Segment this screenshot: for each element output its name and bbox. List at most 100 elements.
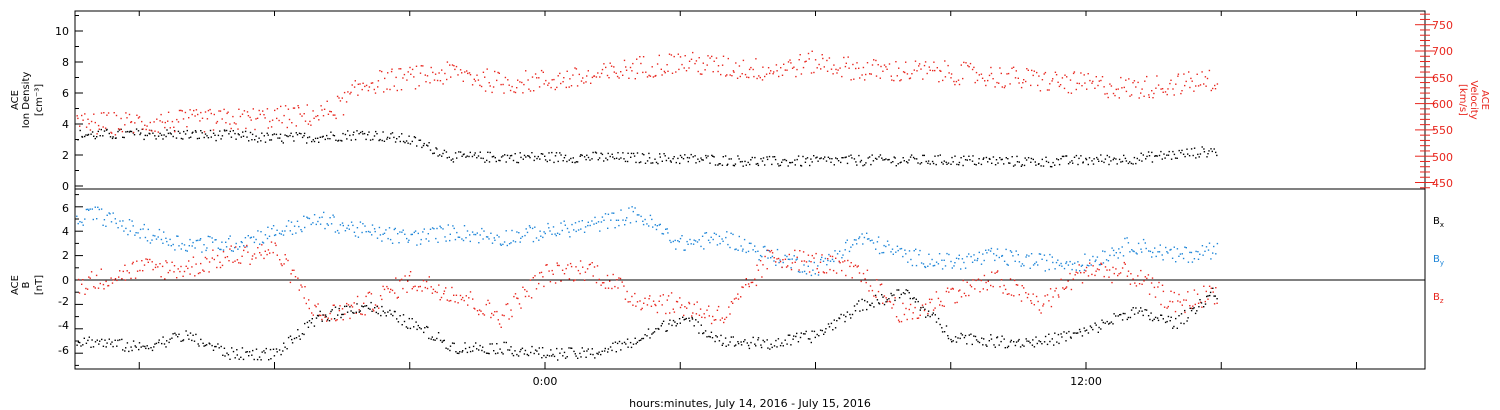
density-point bbox=[661, 160, 663, 162]
by-point bbox=[452, 225, 454, 227]
bz-point bbox=[78, 292, 81, 294]
bz-point bbox=[975, 279, 977, 282]
bz-point bbox=[1194, 303, 1196, 306]
bx-point bbox=[158, 339, 160, 341]
bx-point bbox=[1176, 327, 1178, 329]
density-point bbox=[757, 162, 759, 165]
velocity-point bbox=[476, 74, 478, 76]
bz-point bbox=[160, 276, 162, 278]
velocity-point bbox=[1141, 88, 1143, 90]
bx-point bbox=[963, 336, 966, 339]
bz-point bbox=[176, 277, 178, 279]
bz-point bbox=[869, 285, 872, 287]
density-point bbox=[220, 138, 222, 140]
velocity-point bbox=[1101, 76, 1104, 78]
bx-point bbox=[291, 338, 293, 341]
velocity-point bbox=[715, 57, 718, 59]
velocity-point bbox=[466, 70, 468, 72]
bz-point bbox=[358, 309, 360, 311]
velocity-point bbox=[115, 114, 118, 117]
velocity-point bbox=[414, 88, 417, 90]
density-point bbox=[1176, 157, 1178, 159]
bx-point bbox=[709, 336, 711, 338]
velocity-point bbox=[942, 79, 944, 82]
density-point bbox=[1181, 149, 1183, 152]
density-point bbox=[494, 157, 496, 159]
bz-point bbox=[346, 302, 348, 305]
by-point bbox=[791, 258, 793, 260]
bx-point bbox=[191, 339, 193, 342]
top-right-tick-500: 500 bbox=[1432, 151, 1453, 164]
velocity-point bbox=[361, 88, 363, 91]
bx-point bbox=[859, 310, 861, 312]
density-point bbox=[459, 151, 462, 153]
by-point bbox=[1118, 248, 1120, 250]
density-point bbox=[1145, 158, 1147, 160]
velocity-point bbox=[76, 115, 78, 117]
bx-point bbox=[240, 356, 242, 358]
bx-point bbox=[920, 307, 922, 309]
by-point bbox=[139, 237, 141, 239]
bx-point bbox=[1132, 307, 1134, 309]
bz-point bbox=[914, 306, 916, 309]
by-point bbox=[1065, 261, 1068, 263]
density-point bbox=[697, 158, 699, 160]
bx-point bbox=[453, 342, 455, 345]
bz-point bbox=[294, 276, 297, 278]
bz-point bbox=[1098, 269, 1100, 271]
density-point bbox=[373, 135, 376, 137]
bz-point bbox=[1189, 305, 1191, 307]
bx-point bbox=[757, 339, 759, 341]
by-point bbox=[951, 267, 953, 269]
velocity-point bbox=[670, 54, 673, 56]
bz-point bbox=[406, 291, 408, 293]
density-point bbox=[204, 133, 207, 135]
density-point bbox=[500, 156, 503, 158]
bx-point bbox=[649, 337, 651, 339]
density-point bbox=[200, 130, 202, 132]
bz-point bbox=[735, 297, 737, 299]
by-point bbox=[1012, 255, 1014, 257]
velocity-point bbox=[446, 61, 449, 63]
bz-point bbox=[293, 269, 295, 271]
density-point bbox=[638, 161, 641, 164]
density-point bbox=[109, 136, 112, 138]
velocity-point bbox=[545, 79, 547, 82]
velocity-point bbox=[509, 89, 512, 92]
bx-point bbox=[1180, 322, 1182, 324]
density-point bbox=[794, 164, 796, 166]
bz-point bbox=[142, 270, 144, 272]
velocity-point bbox=[137, 117, 140, 119]
by-point bbox=[587, 224, 589, 227]
bz-point bbox=[321, 318, 323, 321]
bz-point bbox=[691, 315, 693, 317]
by-point bbox=[131, 220, 133, 222]
density-point bbox=[983, 157, 985, 159]
velocity-point bbox=[1162, 91, 1164, 93]
velocity-point bbox=[981, 77, 984, 79]
bx-point bbox=[541, 357, 543, 359]
bz-point bbox=[213, 258, 215, 261]
bx-point bbox=[800, 332, 802, 334]
bx-point bbox=[878, 303, 881, 305]
velocity-point bbox=[582, 77, 584, 79]
bx-point bbox=[718, 340, 721, 342]
bx-point bbox=[898, 297, 901, 299]
velocity-point bbox=[1081, 85, 1083, 87]
density-point bbox=[1056, 158, 1058, 160]
bx-point bbox=[417, 324, 419, 327]
bx-point bbox=[485, 352, 488, 354]
bx-point bbox=[307, 326, 310, 328]
bx-point bbox=[934, 314, 936, 316]
bx-point bbox=[102, 345, 105, 347]
density-point bbox=[505, 161, 507, 163]
by-point bbox=[1210, 258, 1212, 260]
bz-point bbox=[485, 303, 487, 306]
bx-point bbox=[671, 324, 673, 327]
density-point bbox=[100, 128, 102, 131]
bx-point bbox=[1207, 295, 1209, 297]
velocity-point bbox=[396, 89, 398, 92]
bx-point bbox=[85, 342, 88, 344]
by-point bbox=[669, 239, 671, 242]
velocity-point bbox=[523, 83, 525, 86]
